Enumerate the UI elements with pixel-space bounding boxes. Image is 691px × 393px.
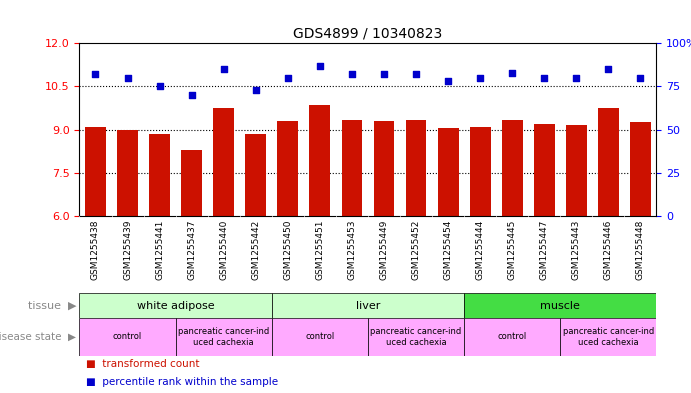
Point	[571, 75, 582, 81]
Bar	[566, 125, 587, 216]
Bar	[368, 318, 464, 356]
Text: GSM1255451: GSM1255451	[315, 220, 324, 281]
Bar	[437, 128, 459, 216]
Text: muscle: muscle	[540, 301, 580, 310]
Bar	[79, 293, 272, 318]
Bar	[149, 134, 170, 216]
Text: GSM1255446: GSM1255446	[604, 220, 613, 280]
Bar	[277, 121, 299, 216]
Point	[90, 71, 101, 77]
Text: GSM1255443: GSM1255443	[572, 220, 581, 280]
Bar	[272, 318, 368, 356]
Bar	[214, 108, 234, 216]
Point	[539, 75, 550, 81]
Text: GSM1255445: GSM1255445	[508, 220, 517, 280]
Bar	[176, 318, 272, 356]
Text: control: control	[305, 332, 334, 342]
Point	[379, 71, 390, 77]
Text: GSM1255438: GSM1255438	[91, 220, 100, 281]
Text: GSM1255448: GSM1255448	[636, 220, 645, 280]
Text: GSM1255454: GSM1255454	[444, 220, 453, 280]
Point	[410, 71, 422, 77]
Text: pancreatic cancer-ind
uced cachexia: pancreatic cancer-ind uced cachexia	[370, 327, 462, 347]
Text: GSM1255453: GSM1255453	[348, 220, 357, 281]
Point	[122, 75, 133, 81]
Bar	[79, 318, 176, 356]
Text: control: control	[113, 332, 142, 342]
Bar	[181, 150, 202, 216]
Bar	[85, 127, 106, 216]
Point	[507, 70, 518, 76]
Bar	[560, 318, 656, 356]
Text: GSM1255440: GSM1255440	[219, 220, 228, 280]
Text: tissue  ▶: tissue ▶	[28, 301, 76, 310]
Text: ■  transformed count: ■ transformed count	[86, 360, 200, 369]
Point	[346, 71, 357, 77]
Text: white adipose: white adipose	[137, 301, 214, 310]
Point	[283, 75, 294, 81]
Text: GSM1255442: GSM1255442	[252, 220, 261, 280]
Bar	[464, 293, 656, 318]
Text: GSM1255441: GSM1255441	[155, 220, 164, 280]
Point	[314, 62, 325, 69]
Text: control: control	[498, 332, 527, 342]
Point	[218, 66, 229, 72]
Bar	[374, 121, 395, 216]
Bar	[464, 318, 560, 356]
Text: GSM1255437: GSM1255437	[187, 220, 196, 281]
Point	[475, 75, 486, 81]
Point	[442, 78, 453, 84]
Text: GSM1255444: GSM1255444	[475, 220, 484, 280]
Text: ■  percentile rank within the sample: ■ percentile rank within the sample	[86, 377, 278, 387]
Bar	[534, 124, 555, 216]
Bar	[630, 123, 651, 216]
Point	[635, 75, 646, 81]
Text: GSM1255439: GSM1255439	[123, 220, 132, 281]
Point	[250, 87, 261, 93]
Text: disease state  ▶: disease state ▶	[0, 332, 76, 342]
Text: pancreatic cancer-ind
uced cachexia: pancreatic cancer-ind uced cachexia	[562, 327, 654, 347]
Bar	[502, 119, 522, 216]
Point	[603, 66, 614, 72]
Text: GSM1255449: GSM1255449	[379, 220, 388, 280]
Title: GDS4899 / 10340823: GDS4899 / 10340823	[294, 27, 442, 40]
Bar	[117, 130, 138, 216]
Point	[154, 83, 165, 90]
Bar	[406, 119, 426, 216]
Text: pancreatic cancer-ind
uced cachexia: pancreatic cancer-ind uced cachexia	[178, 327, 269, 347]
Bar	[245, 134, 266, 216]
Bar	[341, 119, 362, 216]
Bar	[470, 127, 491, 216]
Point	[186, 92, 197, 98]
Text: GSM1255452: GSM1255452	[412, 220, 421, 280]
Text: GSM1255447: GSM1255447	[540, 220, 549, 280]
Bar	[598, 108, 618, 216]
Bar	[272, 293, 464, 318]
Text: liver: liver	[356, 301, 380, 310]
Bar	[310, 105, 330, 216]
Text: GSM1255450: GSM1255450	[283, 220, 292, 281]
